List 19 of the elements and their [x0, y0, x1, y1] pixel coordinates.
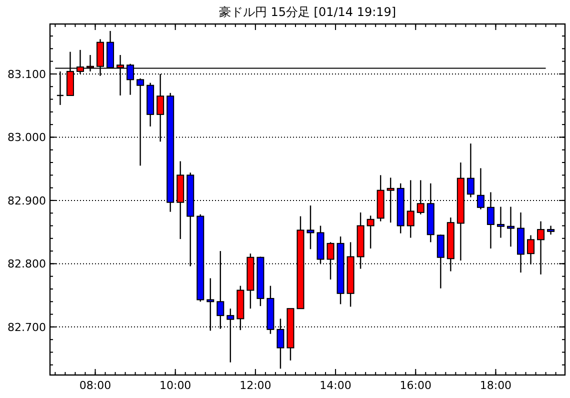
candlestick	[466, 142, 474, 198]
x-tick-label: 14:00	[320, 379, 352, 392]
x-tick-label: 16:00	[400, 379, 432, 392]
candlestick	[496, 206, 504, 238]
candlestick	[226, 308, 234, 363]
x-tick-label: 18:00	[480, 379, 512, 392]
candlestick	[306, 204, 314, 250]
x-tick-label: 10:00	[159, 379, 192, 392]
chart-title: 豪ドル円 15分足 [01/14 19:19]	[218, 5, 396, 19]
y-tick-label: 82.700	[8, 320, 46, 334]
y-tick-label: 83.000	[8, 131, 46, 144]
y-tick-label: 82.900	[8, 194, 46, 208]
y-tick-label: 82.800	[8, 258, 46, 271]
candlestick	[406, 180, 414, 238]
x-tick-label: 08:00	[79, 379, 112, 392]
x-tick-label: 12:00	[240, 379, 272, 392]
candlestick	[506, 206, 514, 248]
candlestick	[366, 215, 374, 250]
y-tick-label: 83.100	[8, 68, 46, 81]
